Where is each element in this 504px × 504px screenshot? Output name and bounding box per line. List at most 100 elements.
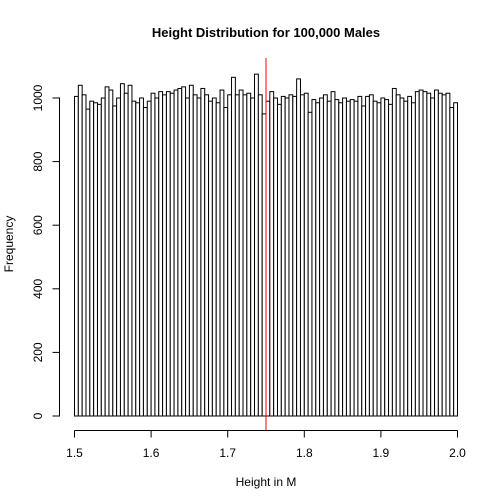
y-tick-label: 200	[31, 342, 45, 362]
histogram-bar	[418, 89, 424, 417]
histogram-bar	[231, 76, 236, 417]
histogram-bar	[246, 92, 252, 417]
histogram-bar	[434, 89, 439, 417]
histogram-bar	[280, 95, 286, 417]
histogram-bar	[453, 102, 459, 417]
histogram-bar	[330, 91, 336, 417]
histogram-bar	[150, 92, 156, 417]
histogram-bar	[100, 97, 106, 417]
histogram-bar	[192, 94, 198, 417]
histogram-bar	[391, 87, 397, 417]
histogram-bar	[380, 97, 386, 417]
histogram-bar	[342, 97, 347, 417]
histogram-bar	[376, 102, 382, 417]
histogram-bar	[146, 100, 152, 417]
histogram-bar	[299, 94, 305, 417]
histogram-bar	[215, 102, 221, 417]
histogram-bar	[334, 99, 340, 417]
y-tick-label: 0	[31, 412, 45, 419]
histogram-bar	[403, 100, 409, 417]
histogram-bar	[96, 103, 102, 417]
x-axis: 1.5 1.6 1.7 1.8 1.9 2.0	[66, 430, 466, 460]
histogram-bar	[307, 111, 313, 417]
x-ticks: 1.5 1.6 1.7 1.8 1.9 2.0	[66, 430, 466, 460]
histogram-bar	[242, 94, 248, 417]
histogram-bar	[93, 102, 98, 417]
histogram-bar	[74, 95, 79, 417]
histogram-bar	[365, 95, 370, 417]
histogram-bar	[116, 97, 121, 417]
histogram-bar	[112, 105, 118, 417]
histogram-bar	[269, 91, 275, 417]
histogram-bar	[181, 86, 187, 417]
histogram-bar	[372, 100, 378, 417]
x-tick-label: 1.7	[219, 446, 236, 460]
histogram-bar	[261, 113, 267, 417]
histogram-bar	[276, 103, 282, 417]
histogram-bar	[123, 92, 129, 417]
histogram-bar	[349, 99, 355, 417]
histogram-bar	[108, 89, 114, 417]
histogram-bar	[445, 92, 451, 417]
histogram-bar	[104, 86, 110, 417]
histogram-bar	[211, 97, 217, 417]
histogram-bar	[449, 107, 455, 417]
histogram-bar	[338, 102, 344, 417]
histogram-bar	[361, 105, 367, 417]
x-tick-label: 2.0	[449, 446, 466, 460]
histogram-bar	[238, 89, 244, 417]
chart-title: Height Distribution for 100,000 Males	[152, 25, 380, 40]
histogram-bar	[188, 84, 194, 417]
y-tick-label: 400	[31, 278, 45, 298]
histogram-bar	[227, 94, 233, 417]
y-tick-label: 1000	[31, 84, 45, 111]
histogram-bar	[388, 103, 393, 417]
histogram-bar	[196, 97, 202, 417]
histogram-bar	[430, 97, 436, 417]
histogram-bar	[384, 99, 390, 417]
y-axis-label: Frequency	[2, 216, 16, 273]
histogram-bar	[81, 94, 87, 417]
histogram-bar	[303, 92, 309, 417]
histogram-bar	[345, 100, 351, 417]
x-axis-label: Height in M	[236, 475, 297, 489]
histogram-bar	[173, 89, 179, 417]
histogram-bar	[234, 94, 240, 417]
histogram-bar	[426, 92, 432, 417]
histogram-bar	[208, 100, 213, 417]
histogram-bar	[177, 87, 183, 417]
histogram-bar	[185, 97, 190, 417]
histogram-bar	[411, 102, 416, 417]
histogram-bar	[77, 84, 83, 417]
histogram-bar	[119, 83, 125, 417]
histogram-bar	[204, 94, 210, 417]
histogram-bar	[219, 89, 225, 417]
histogram-bar	[319, 97, 324, 417]
histogram-bar	[399, 97, 405, 417]
x-tick-label: 1.6	[143, 446, 160, 460]
y-tick-label: 800	[31, 151, 45, 171]
histogram-bar	[131, 100, 137, 417]
histogram-bar	[414, 91, 420, 417]
histogram-bar	[288, 94, 294, 417]
bars-layer	[74, 73, 459, 417]
x-tick-label: 1.9	[373, 446, 390, 460]
histogram-bar	[284, 97, 290, 417]
histogram-bar	[127, 84, 133, 417]
histogram-bar	[257, 94, 263, 417]
histogram-bar	[326, 100, 332, 417]
histogram-bar	[265, 100, 271, 417]
histogram-bar	[311, 99, 317, 417]
histogram-bar	[139, 97, 144, 417]
histogram-bar	[441, 94, 447, 417]
histogram-bar	[315, 102, 321, 417]
histogram-bar	[89, 100, 95, 417]
histogram-bar	[395, 94, 401, 417]
histogram-bar	[169, 92, 175, 417]
histogram-bar	[357, 95, 363, 417]
y-tick-label: 600	[31, 215, 45, 235]
x-tick-label: 1.5	[66, 446, 83, 460]
histogram-bar	[292, 95, 298, 417]
x-tick-label: 1.8	[296, 446, 313, 460]
